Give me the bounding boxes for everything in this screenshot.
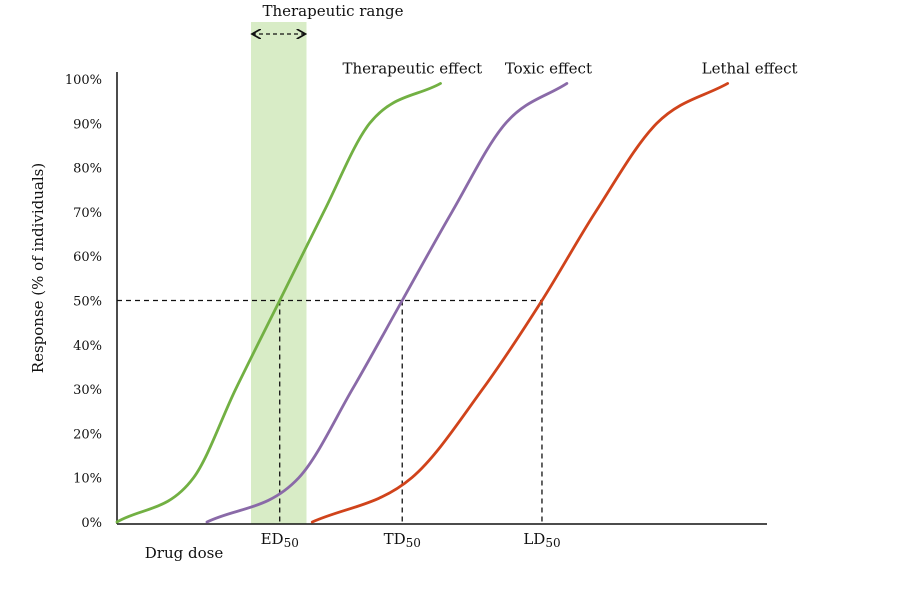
y-tick-label: 0% <box>81 516 102 531</box>
guides-layer <box>117 299 543 524</box>
ed50-label: ED50 <box>261 530 299 550</box>
marker-labels: ED50 TD50 LD50 <box>261 530 561 550</box>
y-tick-label: 50% <box>73 295 102 310</box>
axes-layer <box>116 72 767 525</box>
therapeutic-range-label: Therapeutic range <box>262 2 403 20</box>
td50-label: TD50 <box>384 530 421 550</box>
y-tick-label: 80% <box>73 162 102 177</box>
bands-layer <box>251 22 307 524</box>
y-tick-label: 30% <box>73 383 102 398</box>
y-axis-label: Response (% of individuals) <box>29 163 47 373</box>
y-tick-label: 60% <box>73 250 102 265</box>
y-tick-label: 70% <box>73 206 102 221</box>
y-tick-label: 20% <box>73 427 102 442</box>
therapeutic-effect-label: Therapeutic effect <box>343 59 483 77</box>
series-layer <box>115 82 730 524</box>
lethal-effect-label: Lethal effect <box>702 59 798 77</box>
y-tick-labels: 0% 10% 20% 30% 40% 50% 60% 70% 80% 90% 100% <box>65 73 102 531</box>
ld50-label: LD50 <box>523 530 560 550</box>
lethal-effect-curve <box>310 82 730 524</box>
therapeutic-range-band <box>251 22 307 524</box>
toxic-effect-curve <box>205 82 569 524</box>
y-tick-label: 90% <box>73 117 102 132</box>
y-tick-label: 10% <box>73 472 102 487</box>
therapeutic-effect-curve <box>115 82 442 524</box>
y-tick-label: 100% <box>65 73 102 88</box>
x-axis-label: Drug dose <box>145 544 224 562</box>
toxic-effect-label: Toxic effect <box>505 59 592 77</box>
series-labels: Therapeutic effect Toxic effect Lethal eff… <box>343 59 798 77</box>
y-tick-label: 40% <box>73 339 102 354</box>
